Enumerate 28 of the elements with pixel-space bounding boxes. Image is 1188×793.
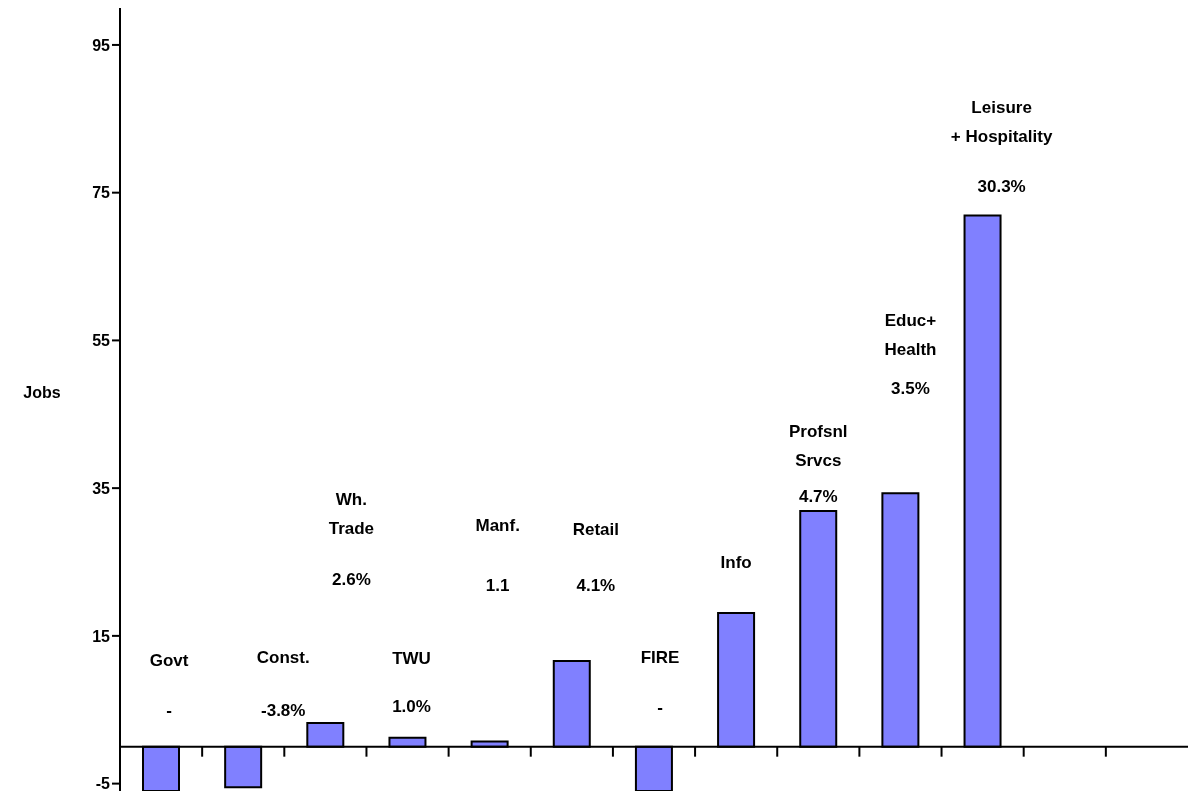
y-axis-title: Jobs [23, 384, 61, 401]
y-tick-label: -5 [95, 775, 111, 793]
x-tick-label: Educ+ Health [884, 311, 937, 359]
x-tick-label: Retail [572, 520, 619, 539]
x-tick-label: Govt [149, 651, 189, 670]
x-tick-label: Wh. Trade [328, 490, 375, 538]
y-tick-label: 55 [92, 332, 111, 350]
x-tick-label: FIRE [640, 648, 680, 667]
x-tick-label: TWU [392, 649, 431, 668]
x-tick-label: Const. [256, 648, 310, 667]
x-tick-label: Leisure + Hospitality [950, 98, 1053, 146]
x-tick-label: Manf. [475, 516, 520, 535]
y-tick-label: 15 [92, 627, 111, 645]
annotation: 2.6% [332, 570, 371, 589]
x-tick-label: Profsnl Srvcs [789, 422, 848, 470]
annotation: 1.0% [392, 697, 431, 716]
annotation: - [166, 701, 172, 720]
annotation: 30.3% [977, 177, 1026, 196]
annotation: - [657, 698, 663, 717]
y-tick-label: 75 [92, 184, 111, 202]
annotation: -3.8% [261, 701, 306, 720]
x-tick-label: Info [720, 553, 752, 572]
y-tick-label: 35 [92, 479, 111, 497]
annotation: 3.5% [891, 379, 930, 398]
annotation: 1.1 [485, 576, 510, 595]
annotation: 4.1% [576, 576, 616, 595]
y-tick-label: 95 [92, 36, 111, 54]
annotation: 4.7% [798, 487, 838, 506]
